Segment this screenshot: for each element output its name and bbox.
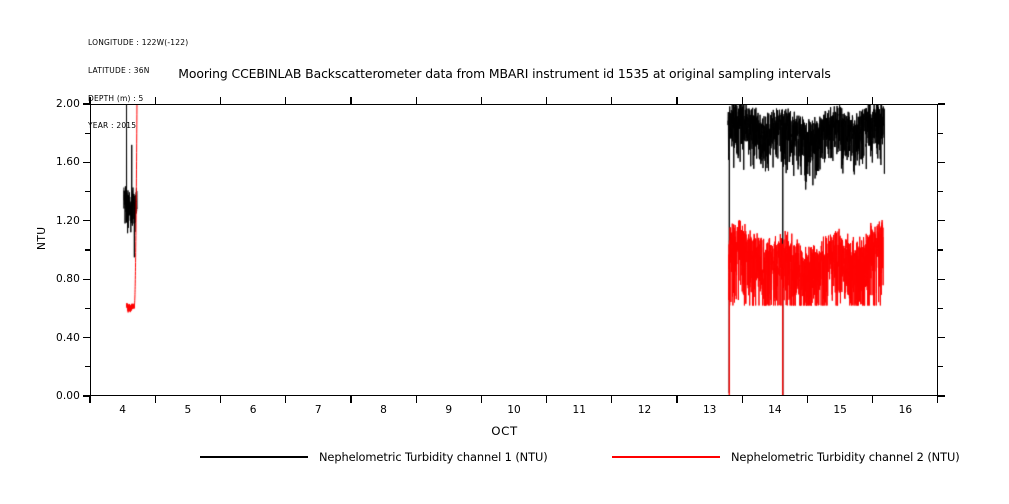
- x-tick-major: [806, 396, 809, 403]
- y-tick-major: [83, 103, 90, 105]
- metadata-depth: DEPTH (m) : 5: [88, 93, 144, 103]
- x-tick-major-top: [285, 97, 287, 104]
- x-tick-major-top: [219, 97, 222, 104]
- chart-legend: Nephelometric Turbidity channel 1 (NTU) N…: [0, 446, 1009, 470]
- x-tick-label: 14: [768, 404, 782, 416]
- x-tick-major-top: [154, 97, 156, 104]
- plot-area: 0.00 0.40 0.80 1.20 1.60 2.00 4 5 6 7 8 9 10 11 12 13 14…: [56, 97, 945, 416]
- axis-top: [90, 104, 938, 106]
- metadata-longitude: LONGITUDE : 122W(-122): [88, 38, 189, 48]
- x-tick-major-top: [89, 97, 91, 104]
- x-tick-major-top: [415, 97, 417, 104]
- y-tick-major: [83, 395, 90, 397]
- y-tick-major-right: [938, 336, 945, 339]
- x-tick-major-top: [611, 97, 613, 104]
- x-tick-major-top: [545, 97, 548, 104]
- y-tick-minor: [85, 249, 90, 251]
- y-tick-minor-right: [938, 190, 943, 193]
- x-tick-major: [219, 396, 222, 403]
- y-tick-major: [83, 161, 90, 164]
- x-tick-major: [285, 396, 287, 403]
- x-tick-label: 13: [702, 404, 717, 416]
- y-tick-minor: [85, 132, 90, 134]
- y-tick-label: 0.40: [56, 331, 80, 344]
- x-tick-major-top: [350, 97, 352, 104]
- y-tick-minor-right: [938, 249, 943, 251]
- y-tick-minor-right: [938, 307, 943, 310]
- x-tick-label: 7: [314, 404, 322, 416]
- x-tick-label: 12: [637, 404, 652, 416]
- y-axis-label: NTU: [36, 226, 48, 250]
- x-tick-major-top: [872, 97, 874, 104]
- x-tick-major: [89, 396, 91, 403]
- x-tick-major-top: [806, 97, 809, 104]
- x-tick-label: 16: [898, 404, 913, 416]
- y-tick-minor-right: [938, 366, 943, 368]
- y-tick-minor-right: [938, 132, 943, 134]
- y-tick-minor: [85, 307, 90, 310]
- y-tick-major-right: [938, 395, 945, 397]
- x-tick-label: 6: [249, 404, 257, 416]
- x-tick-major: [741, 396, 743, 403]
- x-tick-label: 11: [572, 404, 586, 416]
- legend-entry[interactable]: Nephelometric Turbidity channel 1 (NTU): [200, 446, 548, 468]
- legend-line-swatch: [200, 456, 308, 458]
- axis-left: [90, 104, 92, 396]
- y-tick-label: 2.00: [56, 98, 80, 110]
- y-tick-major: [83, 220, 90, 222]
- x-axis-label: OCT: [491, 424, 518, 438]
- x-tick-major-top: [480, 97, 483, 104]
- y-tick-label: 1.20: [56, 214, 80, 227]
- y-tick-minor: [85, 366, 90, 368]
- x-tick-major: [872, 396, 874, 403]
- x-tick-major-top: [741, 97, 743, 104]
- axis-right: [937, 104, 939, 396]
- y-tick-major-right: [938, 220, 945, 222]
- y-tick-major-right: [938, 103, 945, 105]
- x-tick-label: 9: [445, 404, 453, 416]
- x-tick-label: 5: [184, 404, 192, 416]
- axis-bottom: [90, 395, 938, 397]
- metadata-latitude: LATITUDE : 36N: [88, 66, 150, 76]
- y-tick-major: [83, 336, 90, 339]
- x-tick-label: 10: [507, 404, 521, 416]
- chart-title: Mooring CCEBINLAB Backscatterometer data…: [178, 66, 831, 81]
- x-tick-major: [480, 396, 483, 403]
- y-tick-major-right: [938, 278, 945, 280]
- y-tick-major-right: [938, 161, 945, 164]
- series-canvas: [90, 104, 938, 396]
- x-tick-label: 8: [380, 404, 387, 416]
- y-tick-label: 0.00: [56, 390, 80, 402]
- x-tick-major: [676, 396, 678, 403]
- x-tick-major: [350, 396, 352, 403]
- x-tick-major: [936, 396, 938, 403]
- x-tick-major: [611, 396, 613, 403]
- x-tick-major: [415, 396, 417, 403]
- x-tick-label: 15: [833, 404, 847, 416]
- legend-label: Nephelometric Turbidity channel 2 (NTU): [731, 450, 960, 464]
- x-tick-major-top: [676, 97, 678, 104]
- y-tick-label: 1.60: [56, 156, 80, 169]
- legend-entry[interactable]: Nephelometric Turbidity channel 2 (NTU): [612, 446, 960, 468]
- y-tick-label: 0.80: [56, 273, 80, 286]
- legend-line-swatch: [612, 456, 720, 458]
- legend-label: Nephelometric Turbidity channel 1 (NTU): [319, 450, 548, 464]
- x-tick-label: 4: [119, 404, 126, 416]
- x-tick-major: [545, 396, 548, 403]
- y-tick-minor: [85, 190, 90, 193]
- y-tick-major: [83, 278, 90, 280]
- x-tick-major: [154, 396, 156, 403]
